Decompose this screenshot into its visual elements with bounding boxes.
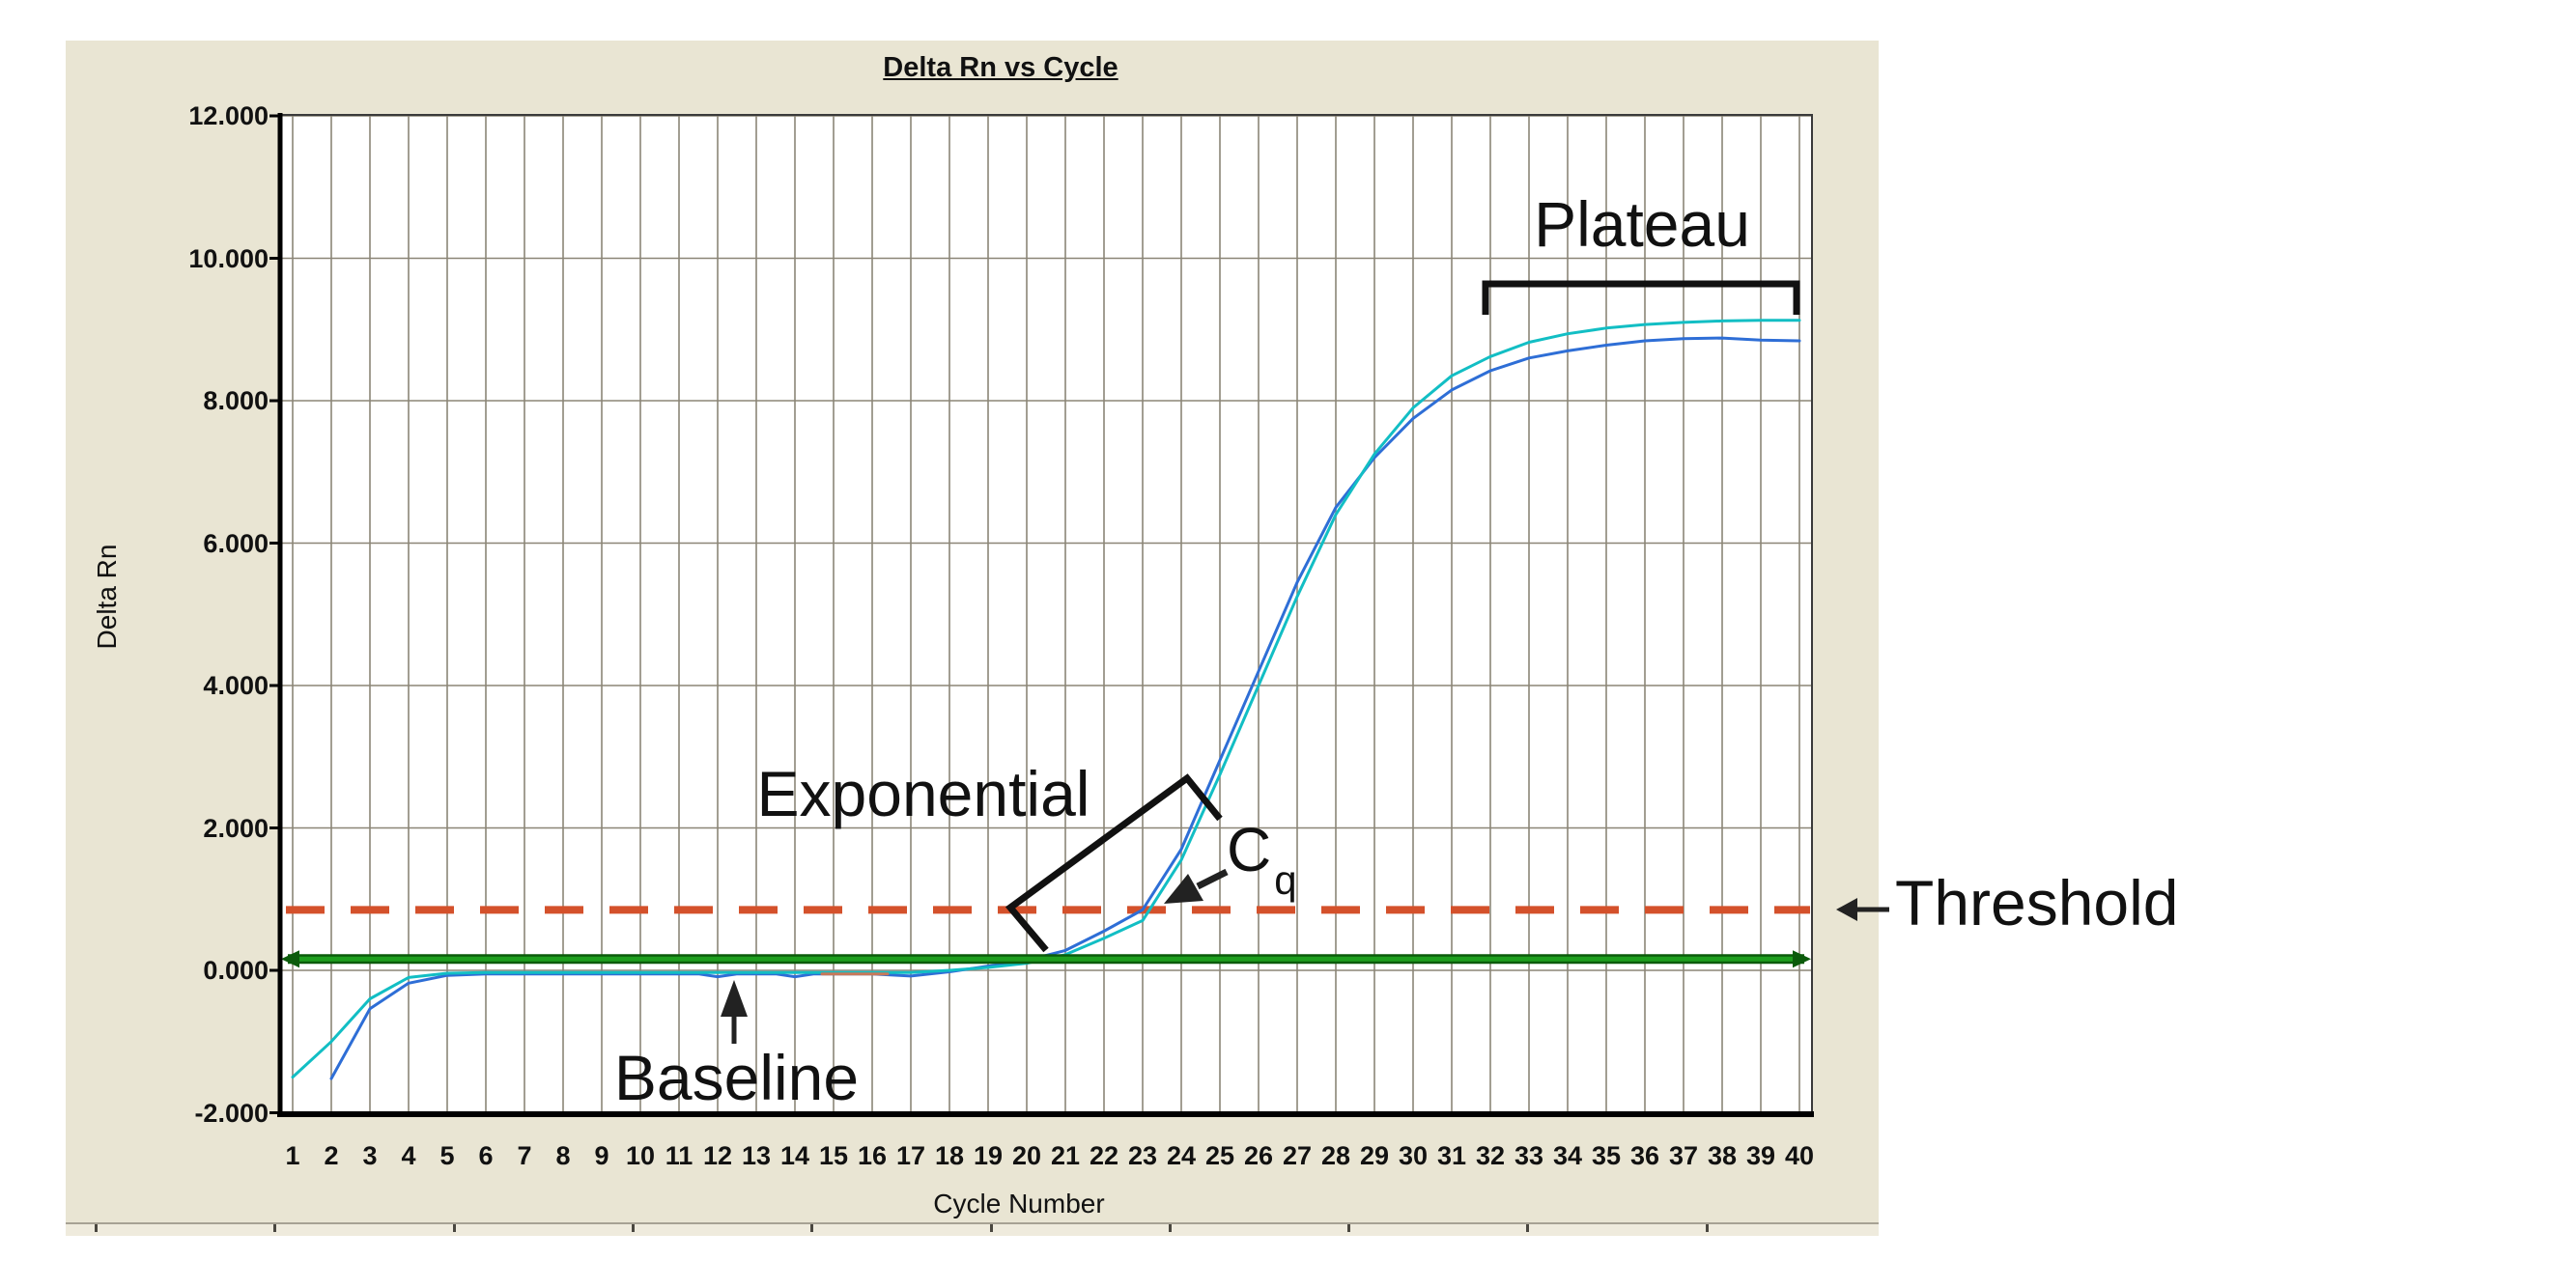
x-tick-label: 22 (1089, 1141, 1119, 1170)
x-tick-label: 15 (818, 1141, 849, 1170)
x-tick-label: 32 (1475, 1141, 1506, 1170)
threshold-annotation-label: Threshold (1895, 867, 2179, 938)
x-tick-label: 24 (1166, 1141, 1197, 1170)
annotation-shapes (721, 280, 1889, 1044)
x-tick-label: 4 (401, 1141, 416, 1170)
y-tick-label: 8.000 (203, 386, 269, 415)
x-tick-label: 2 (324, 1141, 339, 1170)
x-tick-label: 5 (439, 1141, 455, 1170)
baseline-annotation-label: Baseline (613, 1042, 860, 1113)
x-tick-label: 13 (741, 1141, 772, 1170)
ruler-tick (989, 1224, 993, 1232)
y-tick-label: 4.000 (203, 671, 269, 700)
amplification-curve-cyan (291, 319, 1801, 1079)
x-tick-label: 34 (1552, 1141, 1583, 1170)
x-tick-label: 39 (1745, 1141, 1776, 1170)
x-tick-label: 18 (934, 1141, 965, 1170)
ruler-tick (631, 1224, 635, 1232)
x-tick-label: 26 (1243, 1141, 1274, 1170)
x-tick-label: 29 (1359, 1141, 1390, 1170)
ruler-tick (1168, 1224, 1172, 1232)
ruler-tick (1526, 1224, 1530, 1232)
x-tick-label: 12 (702, 1141, 733, 1170)
x-tick-label: 25 (1204, 1141, 1235, 1170)
baseline-right-arrowhead-icon (1793, 950, 1811, 968)
y-tick-label: -2.000 (194, 1098, 269, 1128)
plateau-bracket (1482, 280, 1800, 315)
x-tick-label: 20 (1011, 1141, 1042, 1170)
x-tick-label: 21 (1050, 1141, 1081, 1170)
x-axis-title: Cycle Number (933, 1189, 1105, 1218)
x-tick-label: 17 (895, 1141, 926, 1170)
cq-annotation-label: Cq (1227, 819, 1297, 901)
y-tick-label: 0.000 (203, 956, 269, 985)
x-tick-label: 28 (1320, 1141, 1351, 1170)
x-tick-label: 3 (362, 1141, 378, 1170)
x-tick-label: 11 (665, 1141, 694, 1170)
x-tick-label: 30 (1398, 1141, 1429, 1170)
x-tick-label: 38 (1707, 1141, 1738, 1170)
chart-title: Delta Rn vs Cycle (759, 52, 1242, 84)
baseline-indicator-line (281, 950, 1811, 968)
x-tick-label: 23 (1127, 1141, 1158, 1170)
cq-subscript: q (1274, 857, 1297, 903)
x-tick-label: 7 (517, 1141, 532, 1170)
panel-bottom-ruler (66, 1222, 1879, 1236)
y-tick-label: 10.000 (188, 243, 269, 273)
chart-title-text: Delta Rn vs Cycle (883, 52, 1118, 83)
x-tick-label: 16 (857, 1141, 888, 1170)
x-tick-label: 1 (285, 1141, 300, 1170)
cq-main-text: C (1227, 815, 1272, 884)
x-tick-label: 36 (1629, 1141, 1660, 1170)
x-tick-label: 35 (1591, 1141, 1622, 1170)
y-tick-label: 2.000 (203, 813, 269, 843)
ruler-tick (810, 1224, 814, 1232)
ruler-tick (452, 1224, 456, 1232)
x-tick-label: 19 (973, 1141, 1004, 1170)
cq-arrowhead-icon (1164, 874, 1203, 904)
baseline-arrowhead-icon (721, 980, 748, 1017)
x-tick-label: 10 (625, 1141, 656, 1170)
threshold-arrowhead-icon (1836, 898, 1857, 921)
x-tick-label: 33 (1514, 1141, 1544, 1170)
exponential-bracket (1005, 773, 1223, 953)
baseline-left-arrowhead-icon (281, 950, 299, 968)
x-tick-label: 8 (555, 1141, 571, 1170)
x-tick-label: 14 (779, 1141, 810, 1170)
y-tick-label: 6.000 (203, 528, 269, 558)
ruler-tick (1347, 1224, 1351, 1232)
cq-arrow-line (1196, 868, 1229, 890)
y-tick-label: 12.000 (188, 101, 269, 130)
x-tick-label: 9 (594, 1141, 609, 1170)
ruler-tick (1705, 1224, 1709, 1232)
plateau-annotation-label: Plateau (1534, 188, 1750, 260)
x-tick-label: 37 (1668, 1141, 1699, 1170)
ruler-tick (95, 1224, 98, 1232)
x-tick-label: 27 (1282, 1141, 1313, 1170)
exponential-annotation-label: Exponential (756, 758, 1090, 829)
x-tick-label: 31 (1436, 1141, 1467, 1170)
x-tick-label: 40 (1784, 1141, 1815, 1170)
x-tick-label: 6 (478, 1141, 494, 1170)
ruler-tick (273, 1224, 277, 1232)
